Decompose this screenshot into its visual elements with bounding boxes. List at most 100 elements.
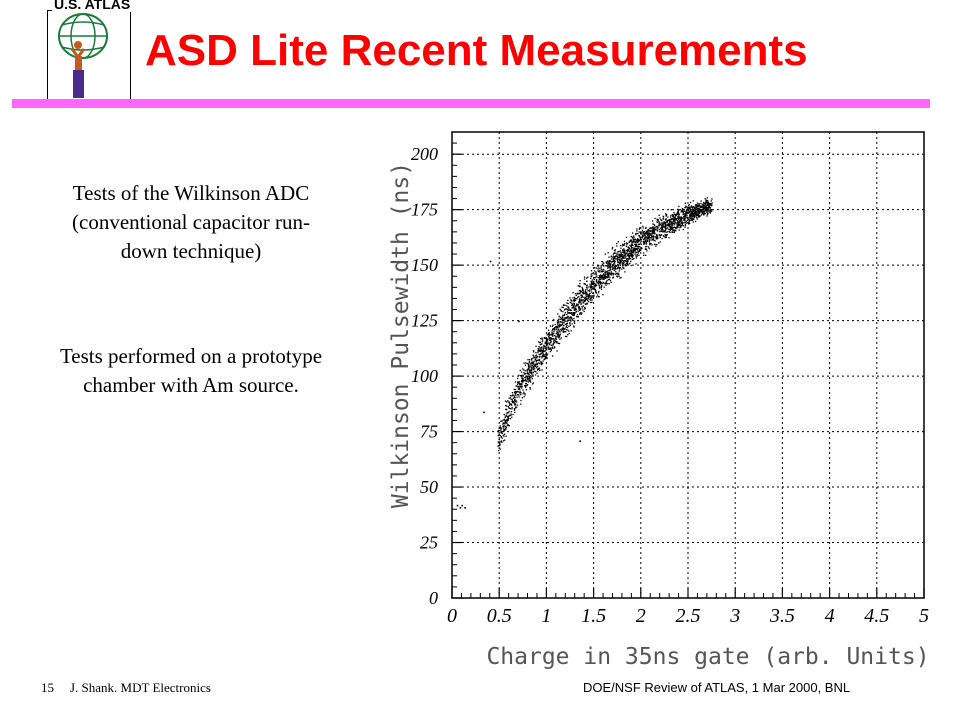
scatter-point — [501, 441, 503, 443]
scatter-point — [653, 231, 655, 233]
scatter-point — [702, 207, 704, 209]
scatter-point — [566, 302, 568, 304]
scatter-point — [697, 209, 699, 211]
scatter-point — [602, 274, 604, 276]
scatter-point — [614, 252, 616, 254]
scatter-point — [650, 234, 652, 236]
scatter-point — [571, 304, 573, 306]
scatter-point — [651, 238, 654, 241]
scatter-point — [691, 219, 694, 221]
scatter-point — [633, 235, 635, 237]
scatter-point — [558, 342, 560, 345]
scatter-point — [676, 224, 678, 226]
scatter-point — [650, 230, 652, 233]
scatter-point — [573, 296, 576, 299]
scatter-point — [538, 360, 540, 362]
scatter-point — [617, 274, 619, 276]
scatter-point — [549, 334, 551, 336]
scatter-point — [594, 289, 596, 291]
scatter-point — [630, 240, 633, 242]
scatter-point — [564, 319, 566, 321]
scatter-point — [535, 363, 537, 365]
scatter-point — [696, 207, 699, 209]
scatter-point — [578, 302, 580, 304]
scatter-point — [704, 209, 707, 211]
scatter-point — [639, 249, 641, 251]
scatter-point — [618, 275, 620, 277]
scatter-point — [527, 363, 530, 365]
scatter-point — [622, 254, 624, 256]
scatter-point — [679, 225, 681, 227]
scatter-point — [539, 350, 542, 352]
scatter-point — [532, 371, 534, 374]
scatter-point — [534, 357, 536, 359]
scatter-point — [586, 284, 588, 286]
scatter-point — [573, 309, 575, 311]
scatter-point — [500, 420, 502, 422]
scatter-point — [593, 278, 595, 281]
footer-event: DOE/NSF Review of ATLAS, 1 Mar 2000, BNL — [583, 680, 851, 695]
scatter-point — [619, 268, 621, 270]
scatter-point — [563, 314, 565, 317]
scatter-point — [658, 221, 660, 223]
scatter-point — [697, 211, 699, 213]
scatter-point — [708, 205, 711, 207]
scatter-point — [579, 292, 581, 294]
scatter-point — [574, 312, 576, 314]
scatter-point — [550, 341, 552, 344]
scatter-point — [581, 305, 583, 308]
y-tick-label: 75 — [420, 422, 438, 442]
scatter-point — [540, 362, 543, 364]
scatter-point — [585, 291, 588, 293]
scatter-point — [630, 235, 632, 238]
scatter-point — [501, 432, 504, 434]
scatter-point — [611, 246, 614, 249]
scatter-point — [655, 243, 657, 246]
scatter-point — [527, 379, 530, 381]
scatter-point — [654, 233, 656, 235]
scatter-point — [572, 297, 574, 299]
scatter-point — [544, 357, 547, 359]
scatter-point — [626, 252, 628, 254]
scatter-point — [557, 334, 559, 336]
scatter-point — [499, 425, 501, 427]
scatter-point — [543, 350, 545, 352]
scatter-point — [520, 383, 522, 385]
scatter-point — [519, 392, 522, 394]
scatter-point — [689, 207, 691, 209]
scatter-point — [503, 435, 505, 437]
scatter-point — [517, 382, 519, 384]
scatter-point — [585, 293, 587, 295]
scatter-point — [586, 299, 588, 301]
scatter-point — [609, 259, 611, 262]
scatter-point — [703, 212, 705, 214]
scatter-point — [652, 223, 654, 225]
scatter-point — [637, 241, 639, 243]
scatter-point — [636, 254, 639, 256]
scatter-point — [628, 256, 631, 259]
scatter-point — [614, 268, 616, 270]
scatter-point — [631, 256, 633, 258]
scatter-point — [657, 235, 659, 237]
scatter-point — [683, 209, 685, 211]
scatter-point — [524, 373, 526, 375]
scatter-point — [630, 250, 632, 253]
scatter-point — [521, 380, 523, 382]
scatter-point — [664, 230, 666, 232]
scatter-point — [678, 214, 680, 216]
scatter-point — [675, 227, 677, 229]
scatter-point — [577, 316, 579, 318]
scatter-point — [550, 348, 552, 350]
scatter-point — [497, 429, 499, 432]
scatter-point — [657, 219, 659, 221]
scatter-point — [611, 268, 614, 271]
scatter-point — [593, 277, 595, 279]
scatter-point — [586, 302, 588, 304]
scatter-point — [596, 281, 598, 283]
scatter-point — [632, 241, 634, 243]
scatter-point — [628, 247, 630, 249]
scatter-point — [596, 279, 598, 281]
scatter-point — [541, 363, 544, 365]
scatter-point — [514, 404, 516, 406]
scatter-point — [592, 282, 594, 284]
